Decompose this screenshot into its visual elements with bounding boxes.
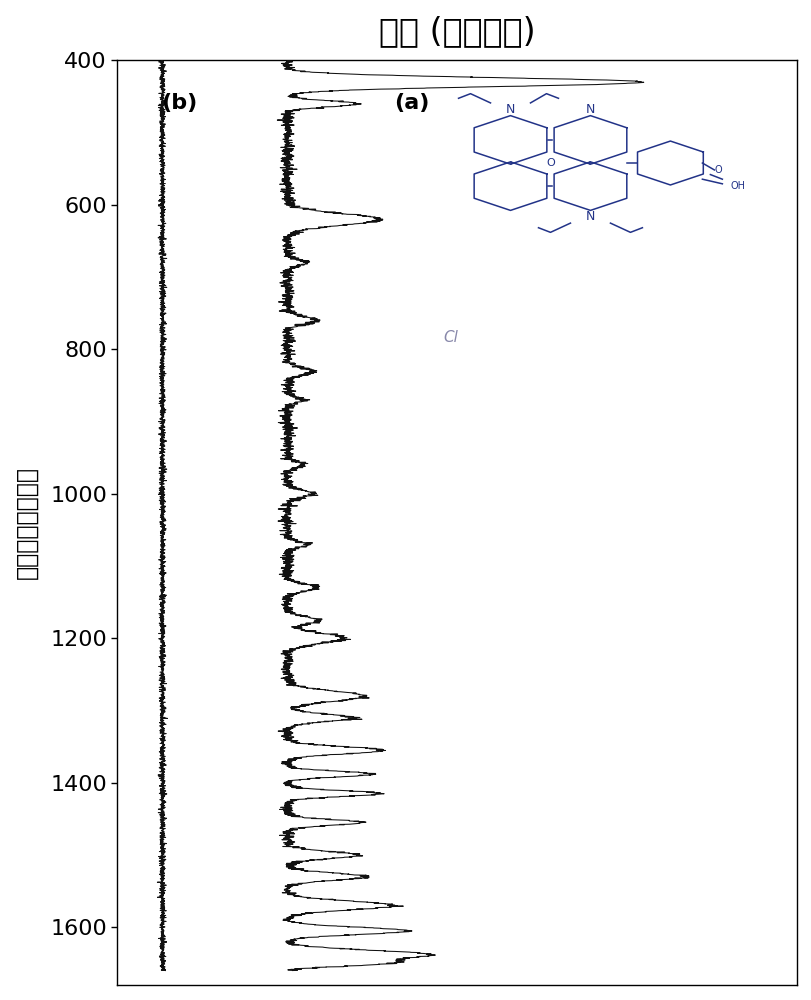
Y-axis label: 拉曼频移（波数）: 拉曼频移（波数） [15,466,39,579]
Title: 强度 (任意单位): 强度 (任意单位) [379,15,534,48]
Text: Cl: Cl [443,330,457,345]
Text: (a): (a) [393,93,429,113]
Text: (b): (b) [161,93,197,113]
